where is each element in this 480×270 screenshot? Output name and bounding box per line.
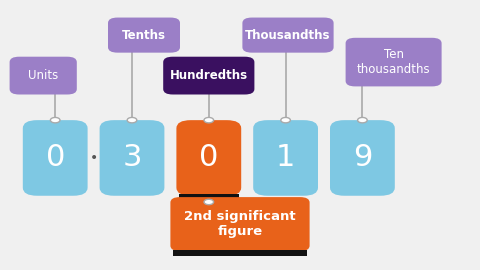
Text: 0: 0 — [46, 143, 65, 173]
Circle shape — [50, 117, 60, 123]
Text: Thousandths: Thousandths — [245, 29, 331, 42]
Text: 2nd significant
figure: 2nd significant figure — [184, 210, 296, 238]
FancyBboxPatch shape — [346, 38, 442, 86]
Text: Hundredths: Hundredths — [170, 69, 248, 82]
FancyBboxPatch shape — [108, 18, 180, 53]
Text: 1: 1 — [276, 143, 295, 173]
Circle shape — [127, 117, 137, 123]
Bar — [173, 250, 307, 256]
Text: 3: 3 — [122, 143, 142, 173]
FancyBboxPatch shape — [100, 120, 164, 196]
Circle shape — [358, 117, 367, 123]
FancyBboxPatch shape — [253, 120, 318, 196]
Circle shape — [281, 117, 290, 123]
FancyBboxPatch shape — [163, 57, 254, 94]
Text: •: • — [89, 151, 98, 165]
FancyBboxPatch shape — [330, 120, 395, 196]
Circle shape — [204, 117, 214, 123]
Text: 9: 9 — [353, 143, 372, 173]
Text: Units: Units — [28, 69, 59, 82]
FancyBboxPatch shape — [177, 120, 241, 196]
Circle shape — [204, 199, 214, 205]
Text: Tenths: Tenths — [122, 29, 166, 42]
Text: 0: 0 — [199, 143, 218, 173]
FancyBboxPatch shape — [170, 197, 310, 251]
Bar — [179, 194, 239, 202]
Text: Ten
thousandths: Ten thousandths — [357, 48, 431, 76]
FancyBboxPatch shape — [242, 18, 334, 53]
FancyBboxPatch shape — [23, 120, 88, 196]
FancyBboxPatch shape — [10, 57, 77, 94]
